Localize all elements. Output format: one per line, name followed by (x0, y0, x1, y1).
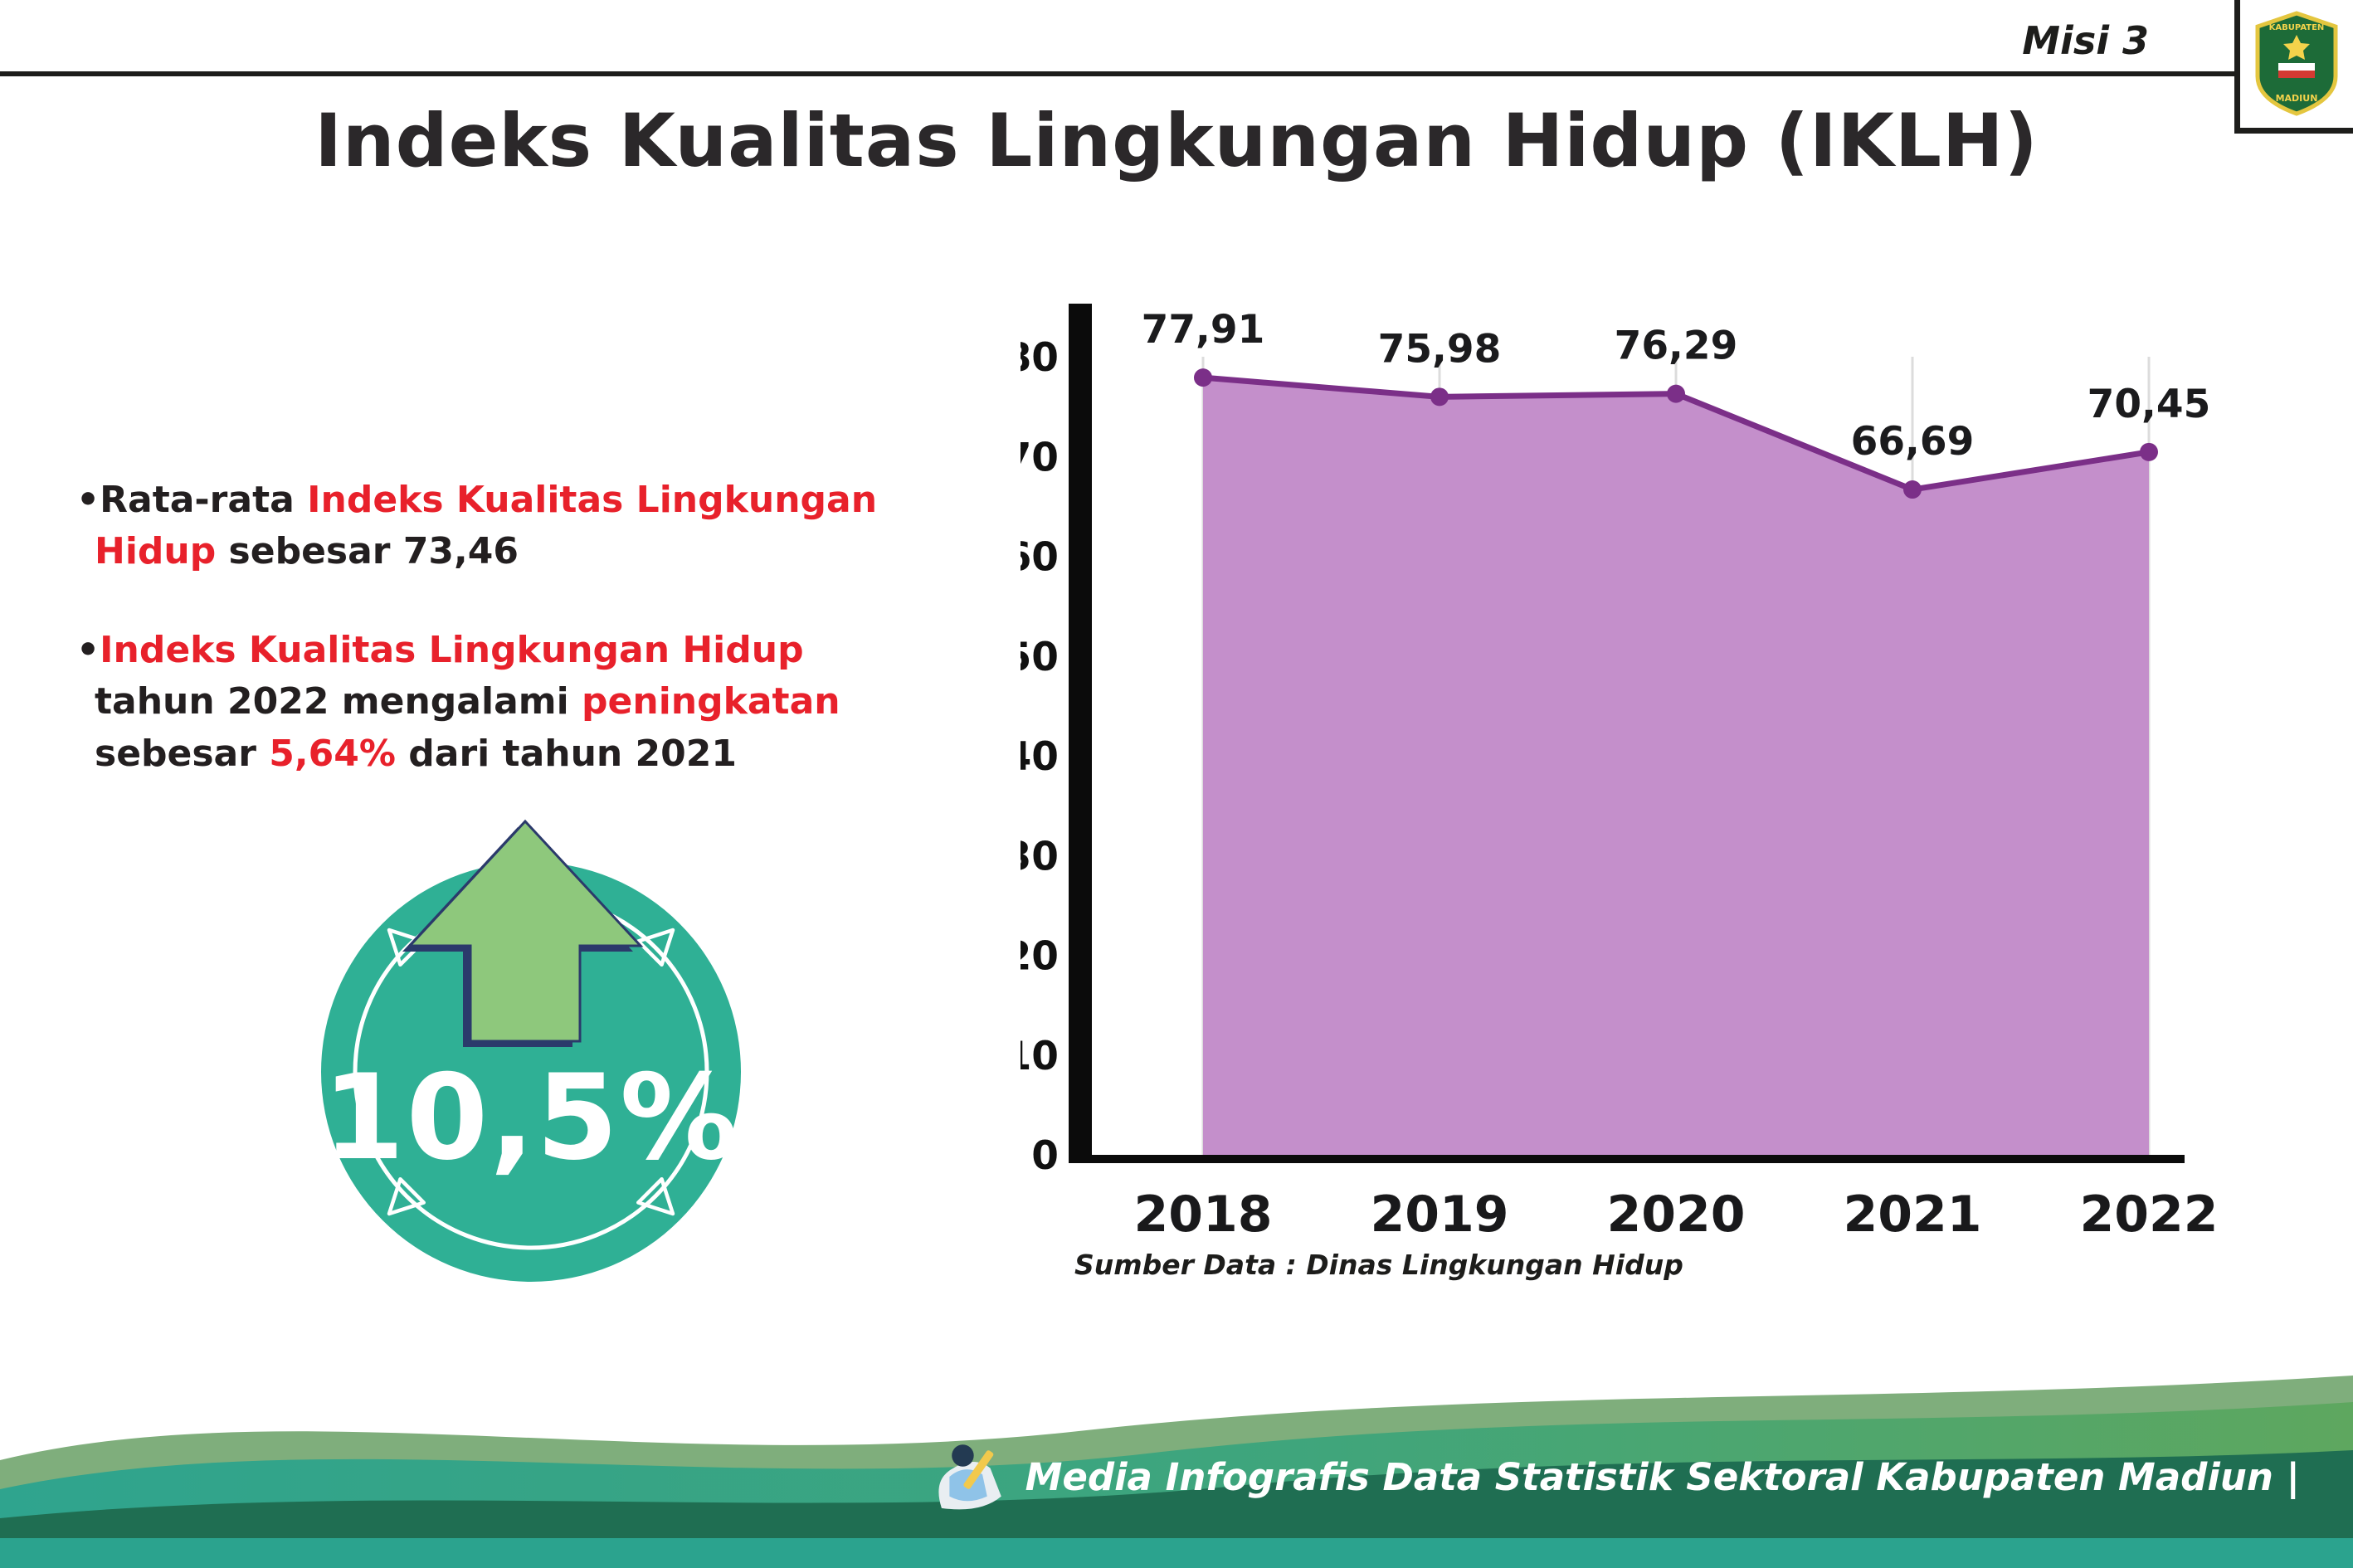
text-segment: Indeks Kualitas Lingkungan Hidup (100, 628, 804, 671)
badge-circle (321, 862, 741, 1282)
bullet-marker: • (76, 479, 100, 521)
svg-text:2022: 2022 (2080, 1186, 2219, 1244)
svg-text:0: 0 (1031, 1133, 1059, 1179)
increase-badge: 10,5% (241, 792, 821, 1373)
svg-text:77,91: 77,91 (1142, 307, 1265, 353)
page-title: Indeks Kualitas Lingkungan Hidup (IKLH) (314, 98, 2039, 183)
kabupaten-madiun-crest-icon: KABUPATEN MADIUN (2255, 11, 2338, 116)
svg-text:20: 20 (1021, 934, 1059, 980)
data-source: Sumber Data : Dinas Lingkungan Hidup (1074, 1249, 1683, 1281)
crest-top-text: KABUPATEN (2269, 23, 2325, 32)
crest-star-icon (2283, 35, 2310, 60)
crest-stripe-red (2278, 71, 2315, 78)
footer-caption: Media Infografis Data Statistik Sektoral… (1025, 1454, 2300, 1499)
badge-triangle-accents (387, 928, 675, 1216)
arrow-up-icon (407, 819, 644, 1043)
svg-text:60: 60 (1021, 535, 1059, 581)
text-segment: 5,64% (269, 732, 396, 775)
footer-bottom-bar (0, 1538, 2353, 1568)
svg-text:66,69: 66,69 (1851, 419, 1975, 465)
text-segment: Rata-rata (100, 479, 308, 521)
svg-text:70: 70 (1021, 435, 1059, 480)
svg-text:2019: 2019 (1371, 1186, 1509, 1244)
footer: Media Infografis Data Statistik Sektoral… (926, 1434, 2300, 1520)
misi-label: Misi 3 (2022, 18, 2149, 63)
svg-text:40: 40 (1021, 734, 1059, 780)
increase-badge-graphic (321, 819, 741, 1282)
svg-text:50: 50 (1021, 635, 1059, 680)
text-segment: Indeks Kualitas Lingkungan Hidup (95, 479, 878, 573)
svg-text:30: 30 (1021, 834, 1059, 879)
logo-frame: KABUPATEN MADIUN (2234, 0, 2353, 134)
svg-text:80: 80 (1021, 335, 1059, 381)
text-segment: tahun 2022 mengalami (95, 680, 582, 723)
svg-text:2018: 2018 (1134, 1186, 1273, 1244)
footer-waves (0, 1376, 2353, 1568)
text-segment: sebesar 73,46 (216, 530, 519, 573)
summary-bullets: •Rata-rata Indeks Kualitas Lingkungan Hi… (76, 475, 931, 826)
svg-text:2020: 2020 (1607, 1186, 1746, 1244)
iklh-area-chart: 77,91 75,98 76,29 66,69 70,45 0 10 20 30 40 50 60 70… (1021, 304, 2219, 1244)
mascot-icon (938, 1444, 1001, 1510)
text-segment: peningkatan (582, 680, 840, 723)
bullet-increase-iklh: •Indeks Kualitas Lingkungan Hidup tahun … (76, 625, 931, 780)
text-segment: dari tahun 2021 (395, 732, 738, 775)
svg-text:70,45: 70,45 (2087, 382, 2211, 427)
header-divider (0, 71, 2240, 76)
bullet-marker: • (76, 628, 100, 671)
text-segment: sebesar (95, 732, 270, 775)
svg-text:76,29: 76,29 (1615, 324, 1738, 369)
increase-percentage: 10,5% (322, 1049, 740, 1186)
svg-text:75,98: 75,98 (1378, 326, 1502, 372)
crest-stripe-white (2278, 63, 2315, 71)
svg-text:2021: 2021 (1844, 1186, 1982, 1244)
bullet-average-iklh: •Rata-rata Indeks Kualitas Lingkungan Hi… (76, 475, 931, 578)
crest-bottom-text: MADIUN (2276, 93, 2318, 104)
svg-text:10: 10 (1021, 1034, 1059, 1079)
